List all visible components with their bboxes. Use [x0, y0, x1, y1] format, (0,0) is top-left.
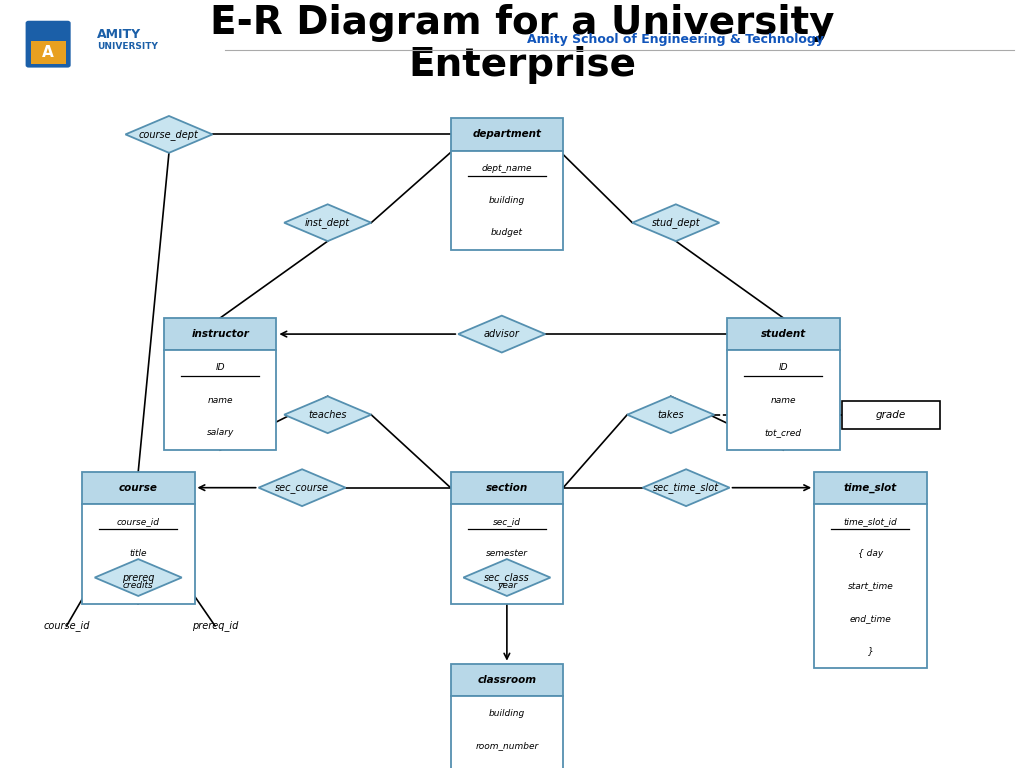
Polygon shape	[459, 316, 545, 353]
Text: credits: credits	[123, 581, 154, 591]
Text: building: building	[488, 709, 525, 718]
Polygon shape	[258, 469, 345, 506]
Text: sec_course: sec_course	[275, 482, 329, 493]
Text: inst_dept: inst_dept	[305, 217, 350, 228]
Text: grade: grade	[876, 409, 906, 420]
Text: salary: salary	[207, 428, 233, 437]
FancyBboxPatch shape	[82, 472, 195, 504]
Text: stud_dept: stud_dept	[651, 217, 700, 228]
Text: instructor: instructor	[191, 329, 249, 339]
Polygon shape	[463, 559, 551, 596]
Polygon shape	[94, 559, 182, 596]
FancyBboxPatch shape	[451, 504, 563, 604]
FancyBboxPatch shape	[842, 401, 940, 429]
Text: title: title	[129, 549, 147, 558]
FancyBboxPatch shape	[814, 504, 927, 668]
Text: sec_time_slot: sec_time_slot	[653, 482, 719, 493]
Text: AMITY: AMITY	[97, 28, 141, 41]
Text: ID: ID	[215, 363, 225, 372]
Text: budget: budget	[490, 228, 523, 237]
Polygon shape	[285, 396, 371, 433]
Text: year: year	[497, 581, 517, 591]
FancyBboxPatch shape	[82, 504, 195, 604]
Text: building: building	[488, 196, 525, 205]
Text: semester: semester	[485, 549, 528, 558]
Text: course_dept: course_dept	[139, 129, 199, 140]
Text: start_time: start_time	[848, 581, 893, 591]
FancyBboxPatch shape	[451, 472, 563, 504]
Text: Enterprise: Enterprise	[409, 46, 636, 84]
Text: UNIVERSITY: UNIVERSITY	[97, 41, 158, 51]
Text: sec_class: sec_class	[484, 572, 529, 583]
Text: tot_cred: tot_cred	[765, 428, 802, 437]
FancyBboxPatch shape	[451, 151, 563, 250]
Polygon shape	[643, 469, 729, 506]
Text: ID: ID	[778, 363, 788, 372]
Text: course_id: course_id	[43, 621, 90, 631]
Text: time_slot_id: time_slot_id	[844, 517, 897, 526]
Text: advisor: advisor	[483, 329, 520, 339]
FancyBboxPatch shape	[451, 696, 563, 768]
Text: Amity School of Engineering & Technology: Amity School of Engineering & Technology	[527, 34, 824, 46]
Text: name: name	[208, 396, 232, 405]
FancyBboxPatch shape	[164, 350, 276, 450]
Text: prereq_id: prereq_id	[191, 621, 239, 631]
Text: E-R Diagram for a University: E-R Diagram for a University	[210, 4, 835, 41]
Polygon shape	[627, 396, 715, 433]
Text: course: course	[119, 482, 158, 493]
Text: A: A	[42, 45, 54, 60]
Text: section: section	[485, 482, 528, 493]
Polygon shape	[125, 116, 213, 153]
FancyBboxPatch shape	[164, 318, 276, 350]
Text: { day: { day	[858, 549, 883, 558]
Polygon shape	[285, 204, 371, 241]
Text: department: department	[472, 129, 542, 140]
FancyBboxPatch shape	[451, 118, 563, 151]
FancyBboxPatch shape	[26, 21, 71, 68]
Text: prereq: prereq	[122, 572, 155, 583]
FancyBboxPatch shape	[31, 41, 66, 64]
Polygon shape	[633, 204, 719, 241]
Text: }: }	[867, 646, 873, 655]
Text: name: name	[771, 396, 796, 405]
FancyBboxPatch shape	[727, 350, 840, 450]
Text: classroom: classroom	[477, 674, 537, 685]
FancyBboxPatch shape	[727, 318, 840, 350]
Text: course_id: course_id	[117, 517, 160, 526]
Text: sec_id: sec_id	[493, 517, 521, 526]
Text: student: student	[761, 329, 806, 339]
FancyBboxPatch shape	[814, 472, 927, 504]
Text: dept_name: dept_name	[481, 164, 532, 173]
Text: end_time: end_time	[850, 614, 891, 623]
FancyBboxPatch shape	[451, 664, 563, 696]
Text: teaches: teaches	[308, 409, 347, 420]
Text: takes: takes	[657, 409, 684, 420]
Text: time_slot: time_slot	[844, 482, 897, 493]
Text: room_number: room_number	[475, 741, 539, 750]
